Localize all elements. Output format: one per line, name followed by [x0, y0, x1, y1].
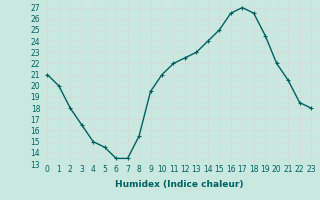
X-axis label: Humidex (Indice chaleur): Humidex (Indice chaleur) — [115, 180, 244, 189]
